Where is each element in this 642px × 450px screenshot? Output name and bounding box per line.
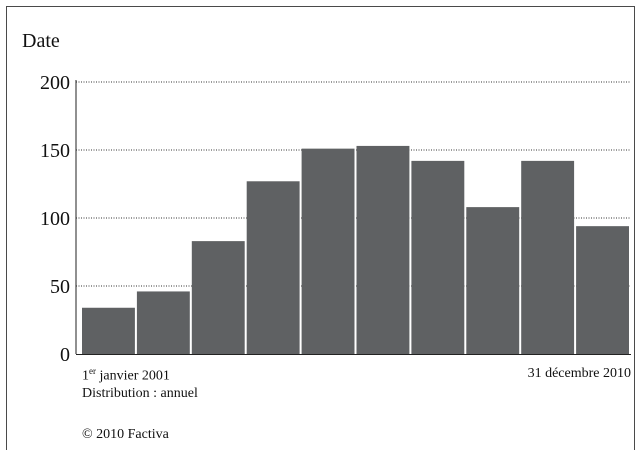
bar-2002	[136, 291, 190, 354]
y-tick-label: 0	[60, 344, 70, 366]
bar-2005	[301, 148, 355, 354]
chart-frame	[6, 6, 635, 450]
copyright-label: © 2010 Factiva	[82, 427, 169, 442]
distribution-label: Distribution : annuel	[82, 386, 198, 401]
bar-2004	[246, 181, 300, 354]
y-tick-label: 50	[50, 276, 70, 298]
bar-2009	[521, 160, 575, 354]
start-date-label: 1er janvier 2001	[82, 366, 170, 384]
bar-2008	[466, 207, 520, 354]
y-tick-label: 200	[40, 72, 70, 94]
end-date-label: 31 décembre 2010	[527, 366, 631, 381]
y-axis-title: Date	[22, 30, 60, 52]
y-tick-label: 150	[40, 140, 70, 162]
y-tick-label: 100	[40, 208, 70, 230]
bar-2003	[191, 241, 245, 354]
bar-2007	[411, 160, 465, 354]
bar-2010	[576, 226, 629, 354]
bar-2006	[356, 145, 410, 354]
bar-2001	[82, 307, 135, 354]
